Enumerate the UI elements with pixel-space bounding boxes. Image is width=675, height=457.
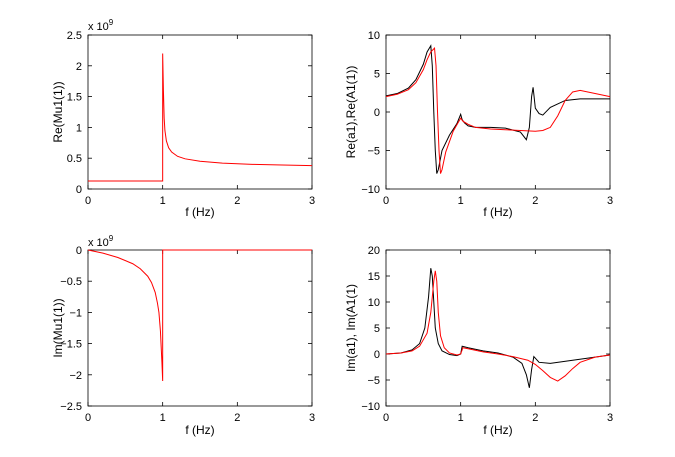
x-tick-label: 0 — [383, 412, 389, 424]
y-tick-label: 10 — [368, 30, 380, 42]
tick-group: 0 1 2 3 0 0.5 1 1.5 2 2.5 — [67, 30, 315, 207]
y-tick-label: −2.5 — [60, 401, 82, 413]
y-tick-label: 2 — [76, 61, 82, 73]
x-tick-label: 1 — [458, 195, 464, 207]
x-tick-label: 2 — [532, 412, 538, 424]
series-line-black — [385, 268, 611, 388]
y-tick-label: 1.5 — [67, 92, 82, 104]
y-exponent-label: x 109 — [88, 234, 114, 249]
series-line-red — [88, 53, 313, 182]
x-tick-label: 2 — [532, 195, 538, 207]
series-group — [88, 53, 313, 182]
y-axis-label: Re(a1),Re(A1(1)) — [344, 66, 358, 159]
y-tick-label: 0 — [374, 349, 380, 361]
tick-group: 0 1 2 3 −10 −5 0 5 10 15 20 — [361, 245, 613, 424]
x-tick-label: 3 — [309, 195, 315, 207]
x-tick-label: 1 — [458, 412, 464, 424]
x-tick-label: 1 — [160, 412, 166, 424]
y-tick-label: −2 — [69, 370, 82, 382]
axes-frame — [385, 249, 611, 407]
y-tick-label: 5 — [374, 323, 380, 335]
series-line-red — [385, 270, 611, 382]
axes-frame — [385, 34, 611, 190]
x-axis-label: f (Hz) — [185, 205, 214, 219]
x-axis-label: f (Hz) — [483, 423, 512, 437]
x-axis-label: f (Hz) — [185, 423, 214, 437]
y-tick-label: −10 — [361, 401, 380, 413]
y-axis-label: Re(Mu1(1)) — [51, 81, 65, 142]
y-tick-label: −1 — [69, 307, 82, 319]
y-tick-label: 1 — [76, 122, 82, 134]
y-tick-label: 2.5 — [67, 30, 82, 42]
series-group — [385, 268, 611, 388]
y-axis-label: Im(Mu1(1)) — [51, 298, 65, 357]
y-tick-label: 20 — [368, 245, 380, 257]
y-tick-label: 0 — [374, 107, 380, 119]
x-tick-label: 2 — [234, 195, 240, 207]
tick-group: 0 1 2 3 −2.5 −2 −1.5 −1 −0.5 0 — [60, 245, 315, 424]
series-group — [87, 249, 312, 382]
x-tick-label: 0 — [85, 412, 91, 424]
y-exponent-label: x 109 — [88, 18, 114, 33]
series-line-red — [385, 46, 611, 174]
x-tick-label: 3 — [607, 195, 613, 207]
panel-top-left: 0 1 2 3 0 0.5 1 1.5 2 2.5 x 109 f (Hz) Re(Mu1(1)) — [51, 18, 315, 219]
x-tick-label: 1 — [160, 195, 166, 207]
series-group — [385, 44, 611, 174]
x-tick-label: 2 — [234, 412, 240, 424]
tick-group: 0 1 2 3 −10 −5 0 5 10 — [361, 30, 613, 207]
x-axis-label: f (Hz) — [483, 205, 512, 219]
y-tick-label: −10 — [361, 184, 380, 196]
y-tick-label: 0 — [76, 184, 82, 196]
x-tick-label: 0 — [85, 195, 91, 207]
panel-top-right: 0 1 2 3 −10 −5 0 5 10 f (Hz) Re(a1),Re(A1(1)) — [344, 30, 613, 219]
y-tick-label: 5 — [374, 69, 380, 81]
series-line-black — [385, 44, 610, 174]
panel-bottom-left: 0 1 2 3 −2.5 −2 −1.5 −1 −0.5 0 x 109 f (Hz) Im(Mu… — [51, 234, 315, 437]
series-line-red — [87, 249, 312, 382]
x-tick-label: 3 — [309, 412, 315, 424]
y-tick-label: 10 — [368, 297, 380, 309]
x-tick-label: 3 — [607, 412, 613, 424]
x-tick-label: 0 — [383, 195, 389, 207]
y-tick-label: −1.5 — [60, 339, 82, 351]
axes-frame — [87, 34, 313, 190]
y-tick-label: 0 — [76, 245, 82, 257]
y-tick-label: −0.5 — [60, 276, 82, 288]
y-tick-label: −5 — [367, 146, 380, 158]
axes-frame — [87, 249, 313, 407]
y-tick-label: 15 — [368, 271, 380, 283]
y-tick-label: −5 — [367, 375, 380, 387]
y-tick-label: 0.5 — [67, 153, 82, 165]
panel-bottom-right: 0 1 2 3 −10 −5 0 5 10 15 20 f (Hz) Im(a1), Im(A1(1… — [344, 245, 613, 437]
y-axis-label: Im(a1), Im(A1(1) — [344, 284, 358, 372]
